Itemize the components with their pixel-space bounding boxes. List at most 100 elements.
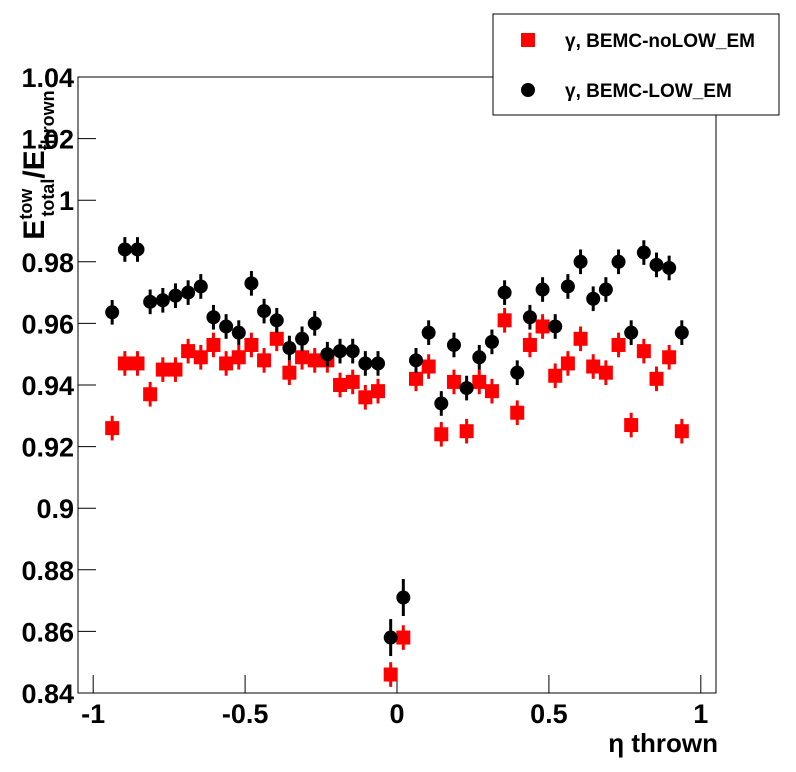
y-tick-label: 1.04 [21,63,74,93]
marker [408,371,423,386]
y-tick-label: 0.96 [21,309,74,339]
marker [548,368,563,383]
marker [257,304,272,319]
marker [598,282,613,297]
marker [155,362,170,377]
marker [434,427,449,442]
marker [573,331,588,346]
marker [459,381,474,396]
y-tick-label: 0.9 [36,494,74,524]
marker [333,378,348,392]
x-tick-label: 0.5 [530,699,568,729]
marker [510,365,525,380]
marker [295,331,310,346]
marker [598,365,613,380]
x-tick-label: 0 [389,699,404,729]
marker [548,319,563,334]
x-tick-label: -1 [81,699,105,729]
y-tick-label: 0.94 [21,371,74,401]
marker [206,337,221,352]
marker [497,313,512,328]
marker [649,257,664,272]
marker [383,630,398,645]
marker [408,353,423,368]
marker [143,294,158,309]
marker [130,242,145,257]
marker [206,310,221,325]
marker [586,291,601,306]
marker [434,396,449,411]
marker [535,319,550,334]
marker [181,285,196,300]
marker [105,421,120,436]
marker [105,305,120,320]
marker [459,424,474,439]
marker [295,350,310,365]
marker [396,630,411,645]
marker [484,334,499,349]
marker [521,33,535,47]
y-label-part: tow [16,188,36,220]
x-tick-label: 1 [693,699,708,729]
y-tick-label: 0.84 [21,679,74,709]
marker [244,337,259,352]
y-label-part: E [18,220,51,240]
marker [624,418,639,433]
x-axis-label: η thrown [608,728,718,758]
marker [307,353,322,368]
marker [472,350,487,365]
marker [257,353,272,368]
marker [510,405,525,420]
marker [269,313,284,328]
y-label-part: thrown [38,90,58,150]
marker [674,325,689,340]
marker [244,276,259,291]
legend-label: γ, BEMC-noLOW_EM [565,31,755,52]
marker [560,279,575,294]
y-axis-label: Etow total/Ethrown [16,90,58,239]
marker [345,374,360,389]
marker [636,344,651,359]
marker [130,356,145,371]
marker [611,337,626,352]
marker [421,359,436,374]
y-tick-label: 0.92 [21,433,74,463]
marker [168,362,183,377]
marker [117,242,132,257]
marker [219,319,234,334]
y-tick-label: 0.98 [21,248,74,278]
marker [662,350,677,365]
marker [624,325,639,340]
marker [358,356,373,371]
marker [193,279,208,294]
marker [674,424,689,439]
marker [636,245,651,260]
marker [484,384,499,399]
marker [181,344,196,359]
marker [649,371,664,386]
marker [472,374,487,389]
marker [396,590,411,605]
y-label-part: total [38,179,58,217]
marker [282,365,297,380]
marker [231,325,246,340]
marker [522,310,537,325]
y-tick-label: 1 [59,186,74,216]
marker [320,347,335,362]
marker [143,387,158,402]
marker [446,374,461,389]
marker [168,288,183,303]
marker [611,254,626,269]
marker [446,337,461,352]
marker [573,254,588,269]
marker [193,350,208,365]
marker [522,337,537,352]
marker [535,282,550,297]
marker [219,356,234,371]
y-tick-label: 0.88 [21,556,74,586]
marker [521,83,535,97]
x-tick-label: -0.5 [222,699,269,729]
marker [333,344,348,359]
